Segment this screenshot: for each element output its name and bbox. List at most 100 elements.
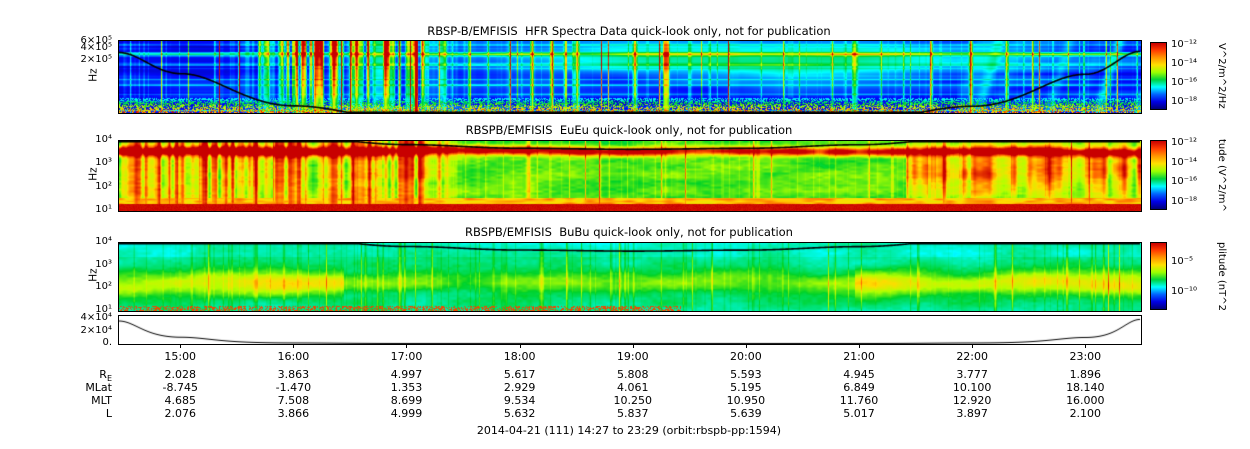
ephemeris-value: 9.534 bbox=[503, 394, 536, 407]
x-tick-mark bbox=[972, 344, 974, 348]
panel3-colorbar bbox=[1150, 242, 1167, 310]
panel2-colorbar-unit-label: tude (V^2/m^ bbox=[1216, 138, 1227, 212]
x-tick-mark bbox=[519, 344, 521, 348]
ephemeris-value: 12.920 bbox=[952, 394, 992, 407]
ephemeris-value: 11.760 bbox=[839, 394, 879, 407]
ephemeris-value: 18.140 bbox=[1066, 381, 1105, 394]
ephemeris-value: 2.100 bbox=[1069, 407, 1102, 420]
ephemeris-row-label: L bbox=[105, 407, 112, 420]
ephemeris-value: 2.929 bbox=[503, 381, 536, 394]
y-tick-label: 10⁴ bbox=[95, 134, 112, 145]
colorbar-tick-label: 10⁻⁵ bbox=[1171, 256, 1194, 268]
ephemeris-value: 3.866 bbox=[277, 407, 310, 420]
colorbar-tick-label: 10⁻¹⁶ bbox=[1171, 176, 1198, 188]
ephemeris-row-label: MLT bbox=[91, 394, 112, 407]
x-tick-mark bbox=[632, 344, 634, 348]
time-tick-label: 21:00 bbox=[843, 350, 875, 363]
colorbar-tick-label: 10⁻¹⁴ bbox=[1171, 156, 1198, 168]
x-tick-mark bbox=[180, 344, 182, 348]
ephemeris-value: 5.632 bbox=[503, 407, 536, 420]
ephemeris-value: 5.617 bbox=[503, 368, 536, 381]
ephemeris-value: 3.897 bbox=[956, 407, 988, 420]
panel1-colorbar bbox=[1150, 42, 1167, 110]
y-tick-label: 2×10⁴ bbox=[80, 324, 112, 336]
ephemeris-value: 4.999 bbox=[390, 407, 423, 420]
panel3-colorbar-unit-label: plitude (nT^2 bbox=[1216, 241, 1227, 311]
panel3-spectrogram-bubu bbox=[118, 242, 1142, 312]
y-tick-label: 0. bbox=[102, 337, 112, 348]
ephemeris-row-label: RE bbox=[99, 368, 112, 384]
y-tick-label: 10¹ bbox=[95, 204, 112, 215]
ephemeris-value: 1.353 bbox=[390, 381, 423, 394]
x-tick-mark bbox=[859, 344, 861, 348]
ephemeris-value: 2.028 bbox=[164, 368, 196, 381]
ephemeris-value: 4.945 bbox=[843, 368, 875, 381]
ephemeris-value: 10.100 bbox=[952, 381, 992, 394]
panel1-yaxis-label: Hz bbox=[87, 68, 100, 82]
ephemeris-value: 4.061 bbox=[617, 381, 649, 394]
y-tick-label: 10¹ bbox=[95, 304, 112, 315]
colorbar-tick-label: 10⁻¹⁰ bbox=[1171, 285, 1198, 297]
panel4-fce-line-plot bbox=[118, 315, 1142, 345]
ephemeris-value: 3.777 bbox=[956, 368, 988, 381]
colorbar-tick-label: 10⁻¹⁸ bbox=[1171, 195, 1198, 207]
time-tick-label: 18:00 bbox=[503, 350, 536, 363]
y-tick-label: 6×10⁵ bbox=[80, 35, 112, 47]
time-tick-label: 19:00 bbox=[616, 350, 649, 363]
y-tick-label: 2×10⁵ bbox=[80, 54, 112, 66]
y-tick-label: 10² bbox=[95, 281, 112, 293]
ephemeris-value: -1.470 bbox=[275, 381, 312, 394]
ephemeris-value: 7.508 bbox=[277, 394, 310, 407]
ephemeris-value: 1.896 bbox=[1069, 368, 1102, 381]
y-tick-label: 10³ bbox=[95, 258, 112, 270]
y-tick-label: 10² bbox=[95, 180, 112, 192]
y-tick-label: 10³ bbox=[95, 157, 112, 169]
ephemeris-row-label: MLat bbox=[85, 381, 112, 394]
time-tick-label: 15:00 bbox=[164, 350, 197, 363]
time-tick-label: 20:00 bbox=[730, 350, 762, 363]
x-tick-mark bbox=[1085, 344, 1087, 348]
x-tick-mark bbox=[406, 344, 408, 348]
ephemeris-value: 10.250 bbox=[613, 394, 653, 407]
ephemeris-value: 2.076 bbox=[164, 407, 196, 420]
ephemeris-value: 5.808 bbox=[617, 368, 649, 381]
panel3-yaxis-label: Hz bbox=[87, 268, 100, 282]
y-tick-label: 4×10⁵ bbox=[80, 42, 112, 54]
panel1-spectrogram-hfr bbox=[118, 40, 1142, 114]
ephemeris-value: 4.685 bbox=[164, 394, 196, 407]
ephemeris-value: 3.863 bbox=[277, 368, 310, 381]
ephemeris-value: 5.593 bbox=[730, 368, 762, 381]
time-tick-label: 23:00 bbox=[1069, 350, 1102, 363]
panel1-colorbar-unit-label: V^2/m^2/Hz bbox=[1216, 43, 1227, 109]
figure-footer-caption: 2014-04-21 (111) 14:27 to 23:29 (orbit:r… bbox=[476, 424, 782, 437]
colorbar-tick-label: 10⁻¹⁸ bbox=[1171, 96, 1198, 108]
ephemeris-value: 16.000 bbox=[1066, 394, 1105, 407]
colorbar-tick-label: 10⁻¹² bbox=[1171, 137, 1198, 149]
time-tick-label: 16:00 bbox=[277, 350, 310, 363]
panel3-title: RBSPB/EMFISIS BuBu quick-look only, not … bbox=[465, 225, 793, 239]
x-tick-mark bbox=[293, 344, 295, 348]
colorbar-tick-label: 10⁻¹⁴ bbox=[1171, 58, 1198, 70]
panel2-yaxis-label: Hz bbox=[87, 167, 100, 181]
time-tick-label: 17:00 bbox=[390, 350, 423, 363]
ephemeris-value: 5.017 bbox=[843, 407, 875, 420]
ephemeris-value: 5.837 bbox=[617, 407, 649, 420]
ephemeris-value: 6.849 bbox=[843, 381, 875, 394]
ephemeris-value: -8.745 bbox=[162, 381, 198, 394]
x-tick-mark bbox=[745, 344, 747, 348]
colorbar-tick-label: 10⁻¹⁶ bbox=[1171, 77, 1198, 89]
ephemeris-value: 5.639 bbox=[730, 407, 762, 420]
panel2-spectrogram-eueu bbox=[118, 140, 1142, 212]
y-tick-label: 10⁴ bbox=[95, 236, 112, 247]
ephemeris-value: 10.950 bbox=[726, 394, 766, 407]
panel2-colorbar bbox=[1150, 140, 1167, 210]
ephemeris-value: 8.699 bbox=[390, 394, 423, 407]
time-tick-label: 22:00 bbox=[956, 350, 989, 363]
panel2-title: RBSPB/EMFISIS EuEu quick-look only, not … bbox=[465, 123, 793, 137]
ephemeris-value: 4.997 bbox=[390, 368, 423, 381]
panel1-title: RBSP-B/EMFISIS HFR Spectra Data quick-lo… bbox=[427, 24, 831, 38]
ephemeris-value: 5.195 bbox=[730, 381, 762, 394]
y-tick-label: 4×10⁴ bbox=[80, 312, 112, 324]
colorbar-tick-label: 10⁻¹² bbox=[1171, 39, 1198, 51]
